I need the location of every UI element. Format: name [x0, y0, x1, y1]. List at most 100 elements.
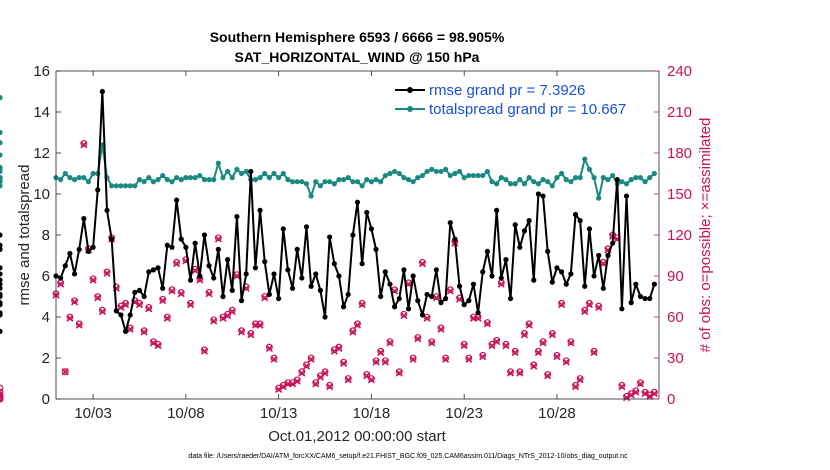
- obs-assimilated-point: [590, 348, 598, 357]
- obs-possible-point: [0, 384, 4, 392]
- totalspread-point: [392, 168, 398, 175]
- totalspread-point: [122, 183, 129, 189]
- y-right-tick-label: 60: [667, 309, 684, 326]
- obs-assimilated-point: [117, 303, 125, 311]
- obs-assimilated-point: [61, 368, 69, 376]
- rmse-point: [545, 248, 551, 254]
- obs-assimilated-point: [553, 353, 561, 361]
- rmse-point: [0, 277, 3, 283]
- obs-assimilated-point: [414, 335, 422, 343]
- obs-possible-point: [530, 361, 538, 369]
- chart-title: Southern Hemisphere 6593 / 6666 = 98.905…: [210, 29, 505, 45]
- totalspread-point: [368, 179, 375, 185]
- obs-assimilated-point: [349, 328, 357, 336]
- obs-possible-point: [358, 299, 366, 307]
- obs-assimilated-point: [70, 298, 79, 306]
- rmse-point: [109, 236, 115, 242]
- obs-assimilated-point: [446, 287, 454, 295]
- totalspread-point: [498, 175, 504, 181]
- obs-assimilated-point: [163, 314, 171, 322]
- obs-assimilated-point: [576, 376, 584, 384]
- obs-possible-point: [182, 256, 190, 264]
- obs-possible-point: [590, 347, 598, 355]
- rmse-point: [596, 252, 602, 259]
- obs-possible-point: [293, 376, 301, 384]
- rmse-point: [619, 306, 625, 312]
- obs-possible-point: [210, 316, 218, 324]
- totalspread-point: [331, 181, 337, 187]
- obs-assimilated-point: [632, 388, 640, 396]
- obs-assimilated-point: [465, 355, 473, 363]
- obs-assimilated-point: [237, 328, 246, 336]
- obs-assimilated-point: [103, 269, 111, 277]
- obs-assimilated-point: [353, 321, 362, 329]
- totalspread-point: [276, 175, 282, 181]
- x-tick-label: 10/23: [445, 405, 483, 422]
- rmse-point: [447, 220, 453, 226]
- obs-assimilated-point: [149, 339, 157, 347]
- totalspread-point: [484, 168, 490, 175]
- totalspread-point: [220, 175, 226, 181]
- totalspread-point: [642, 179, 648, 185]
- obs-possible-point: [465, 354, 473, 362]
- totalspread-point: [456, 168, 463, 175]
- rmse-point: [0, 232, 3, 238]
- obs-possible-point: [586, 299, 593, 307]
- rmse-point: [424, 291, 430, 298]
- totalspread-point: [243, 168, 249, 175]
- totalspread-point: [0, 152, 3, 158]
- totalspread-point: [187, 175, 194, 181]
- obs-assimilated-point: [261, 294, 269, 302]
- rmse-point: [419, 312, 426, 318]
- obs-assimilated-point: [493, 338, 501, 346]
- series-layer: [0, 89, 658, 403]
- rmse-point: [118, 312, 124, 318]
- obs-possible-point: [168, 286, 176, 294]
- obs-assimilated-point: [460, 342, 468, 350]
- rmse-point: [174, 197, 180, 203]
- obs-assimilated-point: [126, 325, 134, 333]
- obs-assimilated-point: [288, 380, 297, 388]
- totalspread-point: [577, 175, 583, 181]
- obs-possible-point: [103, 268, 111, 276]
- obs-possible-point: [409, 354, 417, 362]
- obs-assimilated-point: [585, 301, 593, 309]
- rmse-point: [359, 261, 365, 267]
- totalspread-point: [308, 193, 314, 199]
- obs-assimilated-point: [302, 362, 311, 370]
- rmse-point: [354, 199, 361, 205]
- obs-assimilated-point: [525, 321, 533, 329]
- legend-marker-rmse: [407, 87, 413, 93]
- rmse-point: [642, 295, 648, 302]
- obs-possible-point: [553, 351, 561, 359]
- totalspread-point: [651, 170, 657, 177]
- obs-possible-point: [0, 388, 4, 396]
- totalspread-point: [470, 172, 477, 179]
- obs-possible-point: [650, 388, 658, 396]
- obs-possible-point: [558, 299, 565, 307]
- totalspread-point: [178, 177, 184, 183]
- obs-assimilated-point: [312, 380, 320, 388]
- y-axis-label-right: # of obs: o=possible; ×=assimilated: [697, 118, 714, 353]
- totalspread-point: [382, 172, 388, 179]
- obs-assimilated-point: [200, 347, 208, 355]
- obs-possible-point: [112, 283, 120, 291]
- totalspread-point: [229, 175, 235, 181]
- rmse-point: [136, 287, 143, 293]
- totalspread-point: [447, 172, 453, 179]
- totalspread-point: [109, 183, 115, 189]
- obs-possible-point: [437, 324, 445, 332]
- obs-possible-point: [298, 368, 306, 376]
- rmse-point: [577, 218, 583, 224]
- totalspread-point: [336, 177, 342, 183]
- rmse-point: [591, 273, 597, 279]
- obs-assimilated-point: [507, 369, 515, 377]
- totalspread-point: [90, 170, 96, 177]
- totalspread-point: [563, 177, 569, 183]
- y-left-tick-label: 14: [33, 104, 50, 121]
- obs-assimilated-point: [205, 290, 213, 298]
- totalspread-point: [526, 175, 532, 181]
- rmse-point: [470, 281, 477, 287]
- y-left-tick-label: 4: [42, 309, 50, 326]
- rmse-point: [582, 283, 588, 289]
